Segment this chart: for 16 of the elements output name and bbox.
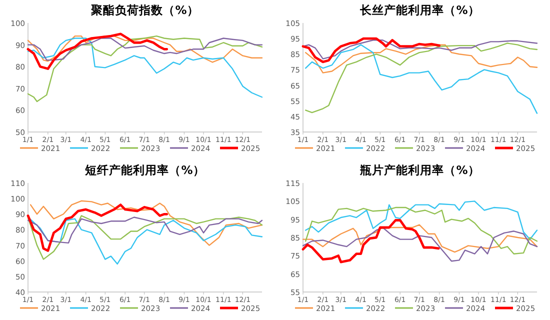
- chart-title: 聚酯负荷指数（%）: [90, 3, 199, 17]
- line-series: [27, 216, 263, 244]
- line-series: [30, 200, 263, 246]
- line-series: [304, 206, 538, 254]
- line-series: [302, 37, 440, 64]
- line-series: [26, 204, 168, 252]
- line-series: [302, 224, 538, 253]
- chart-title: 瓶片产能利用率（%）: [359, 163, 480, 177]
- line-series: [302, 219, 440, 264]
- chart-title: 长丝产能利用率（%）: [359, 3, 480, 17]
- line-series: [26, 32, 168, 70]
- line-series: [304, 44, 538, 74]
- chart-title: 短纤产能利用率（%）: [84, 163, 205, 177]
- line-series: [302, 226, 538, 262]
- line-series: [304, 200, 538, 240]
- line-series: [302, 40, 538, 60]
